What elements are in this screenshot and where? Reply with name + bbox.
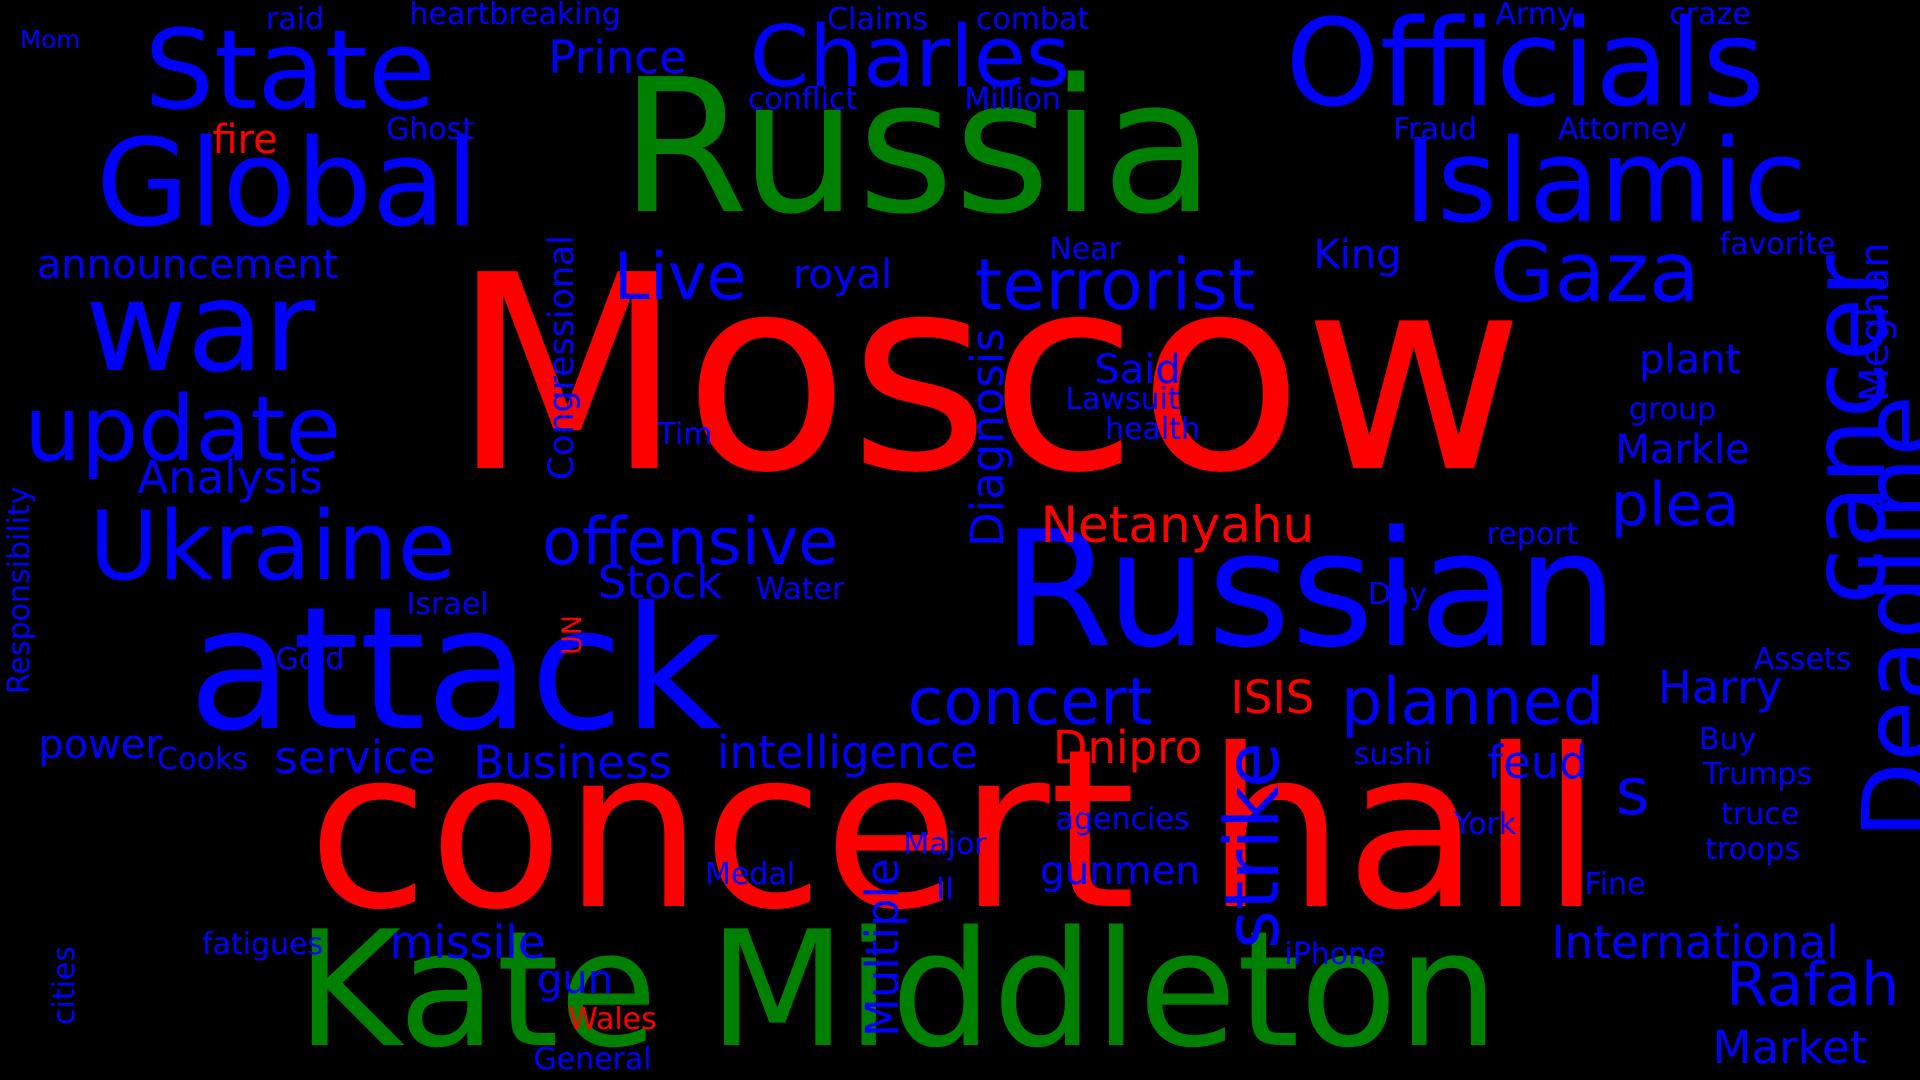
word-royal: royal [792, 252, 893, 298]
word-york: York [1453, 807, 1517, 842]
word-concert: concert [907, 665, 1153, 740]
word-iphone: iPhone [1284, 937, 1386, 972]
word-kate-middleton: Kate Middleton [296, 896, 1499, 1080]
word-concert-hall: concert hall [307, 702, 1603, 958]
word-russia: Russia [619, 39, 1216, 255]
word-ghost: Ghost [385, 112, 474, 147]
word-buy: Buy [1698, 722, 1757, 757]
word-plant: plant [1638, 337, 1742, 383]
word-mom: Mom [20, 24, 80, 54]
word-lawsuit: Lawsuit [1065, 382, 1180, 417]
word-heartbreaking: heartbreaking [409, 0, 621, 32]
word-ukraine: Ukraine [89, 492, 456, 602]
word-multiple: Multiple [856, 858, 909, 1037]
word-missile: missile [389, 916, 546, 969]
word-global: Global [96, 115, 479, 254]
word-islamic: Islamic [1403, 115, 1807, 249]
word-rafah: Rafah [1725, 950, 1900, 1020]
word-conflict: conflict [747, 82, 858, 117]
word-day: Day [1367, 577, 1428, 612]
word-general: General [533, 1042, 652, 1077]
word-planned: planned [1341, 665, 1604, 740]
word-agencies: agencies [1055, 802, 1190, 837]
word-officials: Officials [1285, 0, 1765, 134]
word-cities: cities [47, 945, 82, 1025]
word-un: UN [556, 615, 588, 655]
word-offensive: offensive [541, 505, 839, 580]
word-trumps: Trumps [1702, 757, 1813, 792]
word-feud: feud [1487, 736, 1588, 789]
word-markle: Markle [1615, 427, 1750, 473]
word-fraud: Fraud [1393, 112, 1477, 147]
word-million: Million [964, 82, 1061, 117]
word-report: report [1486, 517, 1579, 552]
word-claims: Claims [827, 2, 928, 37]
word-fatigues: fatigues [201, 927, 324, 962]
word-water: Water [755, 572, 845, 607]
word-assets: Assets [1753, 642, 1852, 677]
word-dnipro: Dnipro [1052, 721, 1203, 774]
word-harry: Harry [1657, 661, 1783, 714]
word-business: Business [473, 736, 672, 789]
word-near: Near [1049, 232, 1121, 267]
word-raid: raid [265, 2, 325, 37]
word-cooks: Cooks [157, 742, 248, 777]
word-health: health [1105, 412, 1200, 447]
word-state: State [144, 6, 436, 134]
word-ii: II [936, 872, 954, 907]
word-fine: Fine [1584, 867, 1646, 902]
word-stock: Stock [597, 556, 723, 609]
word-gunmen: gunmen [1040, 849, 1200, 895]
word-moscow: Moscow [450, 217, 1525, 532]
word-deadline: Deadline [1841, 395, 1920, 840]
word-fire: fire [212, 117, 278, 163]
word-attorney: Attorney [1558, 112, 1687, 147]
word-meghan: Meghan [1852, 242, 1898, 403]
word-group: group [1628, 392, 1717, 427]
word-service: service [274, 731, 436, 784]
word-major: Major [903, 827, 987, 862]
word-truce: truce [1720, 797, 1800, 832]
word-update: update [23, 377, 342, 482]
word-charles: Charles [749, 8, 1071, 107]
word-wales: Wales [568, 1002, 657, 1037]
word-gaza: Gaza [1490, 223, 1700, 321]
word-responsibility: Responsibility [2, 486, 37, 694]
word-israel: Israel [406, 587, 489, 622]
word-sushi: sushi [1353, 737, 1432, 772]
word-king: King [1313, 232, 1402, 278]
word-s: s [1615, 755, 1650, 830]
word-favorite: favorite [1719, 227, 1836, 262]
word-strike: strike [1208, 741, 1296, 949]
word-troops: troops [1705, 832, 1800, 867]
word-analysis: Analysis [137, 451, 323, 504]
word-announcement: announcement [36, 242, 339, 288]
word-terrorist: terrorist [974, 244, 1256, 326]
word-power: power [38, 722, 162, 768]
word-medal: Medal [704, 857, 796, 892]
word-said: Said [1094, 347, 1181, 393]
word-intelligence: intelligence [716, 726, 979, 779]
word-attack: attack [188, 571, 722, 769]
word-war: war [84, 255, 316, 400]
word-russian: Russian [1001, 496, 1618, 683]
word-army: Army [1495, 0, 1575, 32]
word-market: Market [1712, 1021, 1868, 1074]
word-diagnosis: Diagnosis [961, 328, 1014, 547]
word-tim: Tim [657, 417, 713, 452]
word-netanyahu: Netanyahu [1040, 496, 1315, 554]
word-international: International [1551, 916, 1839, 969]
word-gold: Gold [275, 642, 345, 677]
word-isis: ISIS [1230, 671, 1315, 724]
word-live: Live [613, 240, 747, 315]
word-prince: Prince [548, 31, 687, 84]
word-gun: gun [536, 957, 614, 1003]
word-craze: craze [1669, 0, 1751, 32]
word-combat: combat [975, 2, 1090, 37]
word-congressional: Congressional [542, 235, 583, 480]
word-plea: plea [1610, 470, 1740, 540]
